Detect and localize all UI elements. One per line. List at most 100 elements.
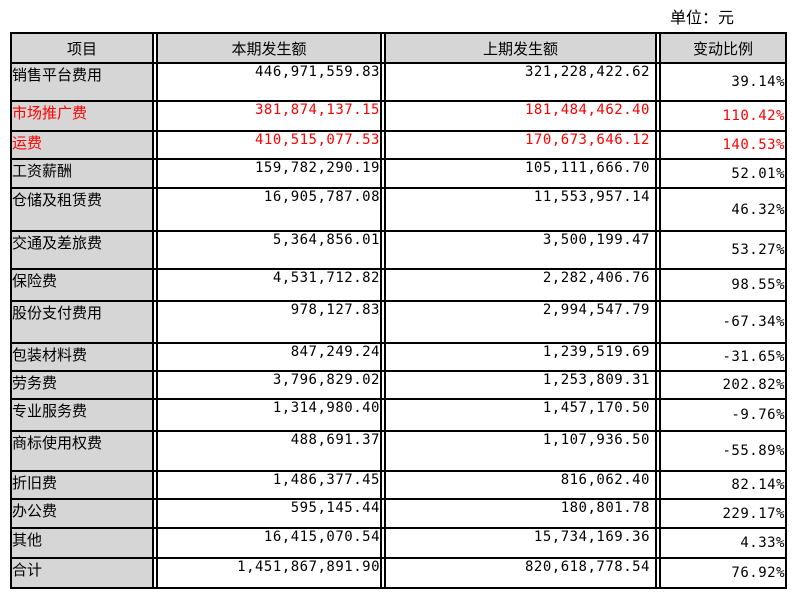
column-spacer — [656, 342, 660, 372]
item-label: 运费 — [10, 130, 154, 160]
change-ratio: -9.76% — [659, 398, 787, 432]
column-spacer — [381, 268, 385, 302]
change-ratio: 202.82% — [659, 370, 787, 400]
column-spacer — [153, 370, 157, 400]
item-label: 包装材料费 — [10, 342, 154, 372]
column-spacer — [656, 268, 660, 302]
column-spacer — [153, 527, 157, 559]
table-header-row: 项目 本期发生额 上期发生额 变动比例 — [10, 32, 787, 64]
prior-period-amount: 1,107,936.50 — [384, 430, 657, 472]
prior-period-amount: 816,062.40 — [384, 470, 657, 500]
change-ratio: 46.32% — [659, 187, 787, 232]
column-spacer — [656, 187, 660, 232]
current-period-amount: 410,515,077.53 — [156, 130, 382, 160]
unit-label: 单位：元 — [670, 8, 735, 27]
column-spacer — [381, 342, 385, 372]
prior-period-amount: 1,239,519.69 — [384, 342, 657, 372]
table-row: 销售平台费用 446,971,559.83 321,228,422.62 39.14% — [10, 62, 787, 102]
prior-period-amount: 3,500,199.47 — [384, 230, 657, 270]
table-row: 市场推广费 381,874,137.15 181,484,462.40 110.42% — [10, 100, 787, 132]
column-spacer — [381, 300, 385, 344]
column-spacer — [381, 370, 385, 400]
current-period-amount: 1,451,867,891.90 — [156, 557, 382, 589]
current-period-amount: 488,691.37 — [156, 430, 382, 472]
column-spacer — [153, 300, 157, 344]
change-ratio: 229.17% — [659, 498, 787, 529]
change-ratio: 76.92% — [659, 557, 787, 589]
change-ratio: 53.27% — [659, 230, 787, 270]
column-spacer — [656, 398, 660, 432]
current-period-amount: 16,905,787.08 — [156, 187, 382, 232]
table-row: 合计 1,451,867,891.90 820,618,778.54 76.92% — [10, 557, 787, 589]
prior-period-amount: 2,282,406.76 — [384, 268, 657, 302]
change-ratio: 4.33% — [659, 527, 787, 559]
column-spacer — [381, 470, 385, 500]
current-period-amount: 381,874,137.15 — [156, 100, 382, 132]
item-label: 办公费 — [10, 498, 154, 529]
header-item: 项目 — [10, 32, 154, 64]
column-spacer — [381, 100, 385, 132]
column-spacer — [656, 62, 660, 102]
change-ratio: 110.42% — [659, 100, 787, 132]
prior-period-amount: 11,553,957.14 — [384, 187, 657, 232]
column-spacer — [153, 158, 157, 189]
column-spacer — [656, 300, 660, 344]
current-period-amount: 5,364,856.01 — [156, 230, 382, 270]
item-label: 合计 — [10, 557, 154, 589]
column-spacer — [656, 430, 660, 472]
column-spacer — [153, 187, 157, 232]
header-current-period: 本期发生额 — [156, 32, 382, 64]
column-spacer — [381, 527, 385, 559]
prior-period-amount: 2,994,547.79 — [384, 300, 657, 344]
item-label: 保险费 — [10, 268, 154, 302]
current-period-amount: 595,145.44 — [156, 498, 382, 529]
item-label: 劳务费 — [10, 370, 154, 400]
current-period-amount: 4,531,712.82 — [156, 268, 382, 302]
column-spacer — [153, 398, 157, 432]
column-spacer — [656, 230, 660, 270]
current-period-amount: 446,971,559.83 — [156, 62, 382, 102]
column-spacer — [656, 470, 660, 500]
current-period-amount: 978,127.83 — [156, 300, 382, 344]
table-row: 股份支付费用 978,127.83 2,994,547.79 -67.34% — [10, 300, 787, 344]
column-spacer — [381, 130, 385, 160]
table-row: 商标使用权费 488,691.37 1,107,936.50 -55.89% — [10, 430, 787, 472]
change-ratio: 82.14% — [659, 470, 787, 500]
table-row: 运费 410,515,077.53 170,673,646.12 140.53% — [10, 130, 787, 160]
column-spacer — [656, 130, 660, 160]
column-spacer — [656, 527, 660, 559]
change-ratio: 98.55% — [659, 268, 787, 302]
column-spacer — [381, 62, 385, 102]
item-label: 股份支付费用 — [10, 300, 154, 344]
expense-comparison-table: 项目 本期发生额 上期发生额 变动比例 销售平台费用 446,971,559.83 321… — [10, 32, 787, 589]
item-label: 交通及差旅费 — [10, 230, 154, 270]
column-spacer — [656, 557, 660, 589]
table-row: 其他 16,415,070.54 15,734,169.36 4.33% — [10, 527, 787, 559]
column-spacer — [153, 342, 157, 372]
current-period-amount: 1,314,980.40 — [156, 398, 382, 432]
prior-period-amount: 1,457,170.50 — [384, 398, 657, 432]
item-label: 销售平台费用 — [10, 62, 154, 102]
item-label: 折旧费 — [10, 470, 154, 500]
column-spacer — [153, 430, 157, 472]
prior-period-amount: 1,253,809.31 — [384, 370, 657, 400]
column-spacer — [381, 398, 385, 432]
column-spacer — [153, 498, 157, 529]
current-period-amount: 1,486,377.45 — [156, 470, 382, 500]
column-spacer — [381, 430, 385, 472]
change-ratio: 39.14% — [659, 62, 787, 102]
column-spacer — [381, 32, 385, 64]
table-row: 办公费 595,145.44 180,801.78 229.17% — [10, 498, 787, 529]
column-spacer — [381, 557, 385, 589]
column-spacer — [656, 158, 660, 189]
column-spacer — [153, 230, 157, 270]
column-spacer — [153, 62, 157, 102]
item-label: 商标使用权费 — [10, 430, 154, 472]
header-prior-period: 上期发生额 — [384, 32, 657, 64]
table-row: 包装材料费 847,249.24 1,239,519.69 -31.65% — [10, 342, 787, 372]
item-label: 仓储及租赁费 — [10, 187, 154, 232]
column-spacer — [381, 158, 385, 189]
column-spacer — [153, 268, 157, 302]
column-spacer — [153, 100, 157, 132]
